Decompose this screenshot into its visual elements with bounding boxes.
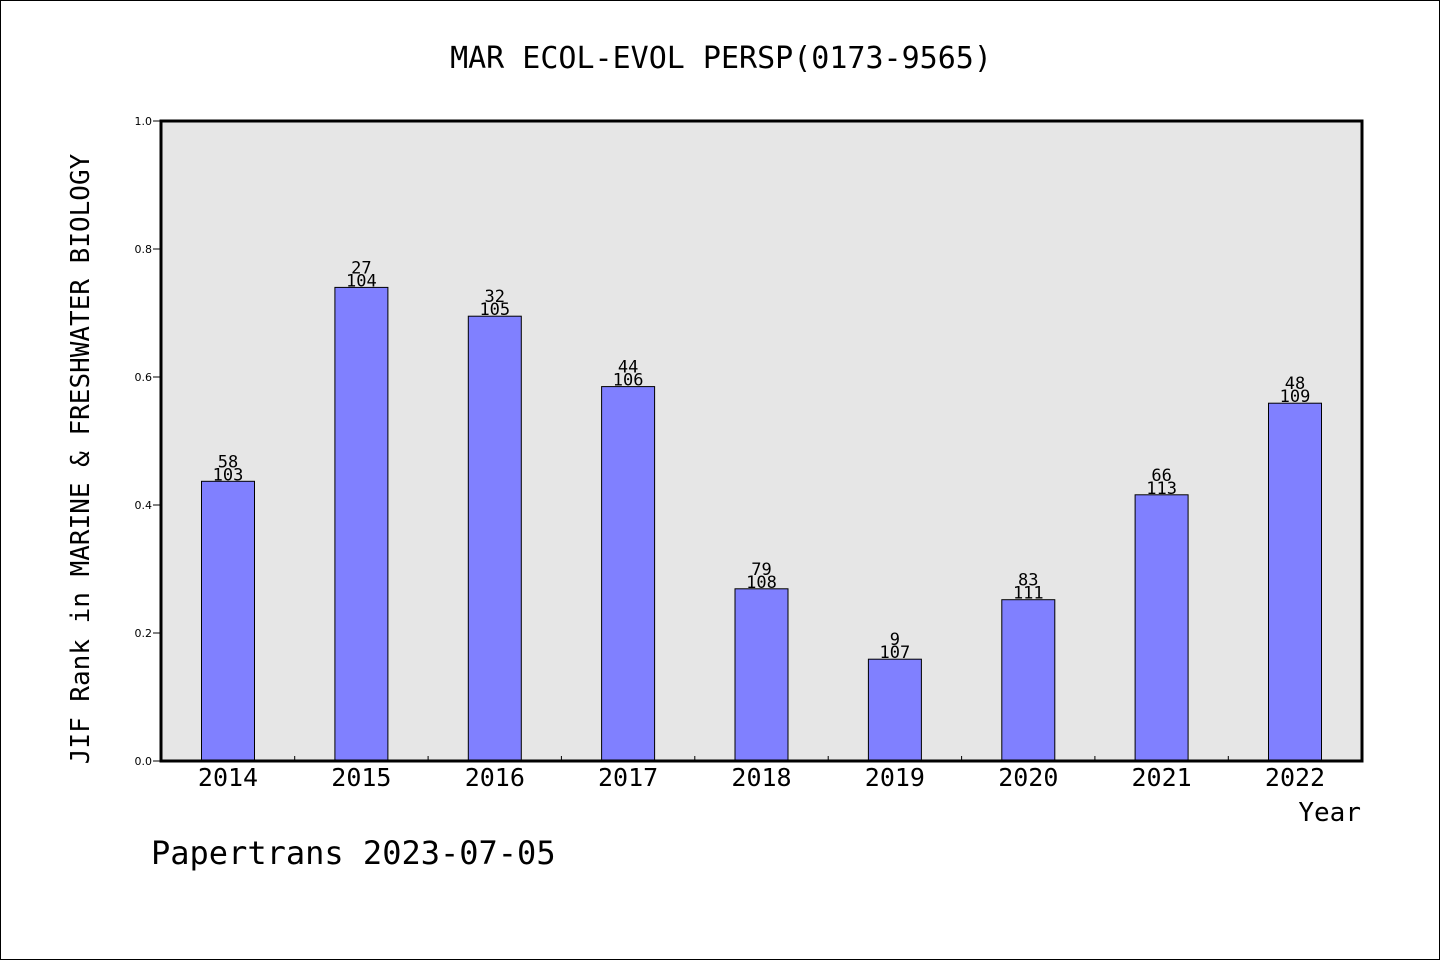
bar-2016	[467, 315, 522, 762]
x-tick-label-2019: 2019	[865, 763, 925, 792]
x-tick-label-2017: 2017	[598, 763, 658, 792]
total-label-2021: 113	[1146, 479, 1177, 499]
y-tick-label: 0.0	[135, 755, 153, 768]
rank-label-2020: 83	[1018, 571, 1038, 591]
bar-2022	[1268, 402, 1322, 762]
footer-credit: Papertrans 2023-07-05	[151, 834, 556, 872]
bar-2014	[201, 480, 255, 762]
x-tick-label-2022: 2022	[1265, 763, 1325, 792]
rank-label-2022: 48	[1285, 374, 1305, 394]
total-label-2018: 108	[746, 573, 777, 593]
bar-2020	[1001, 599, 1056, 762]
rank-label-2015: 27	[351, 258, 371, 278]
rank-label-2014: 58	[218, 452, 238, 472]
total-label-2016: 105	[479, 300, 510, 320]
rank-label-2018: 79	[751, 560, 771, 580]
y-axis: 0.0 0.2 0.4 0.6 0.8 1.0	[135, 115, 161, 768]
y-tick-label: 1.0	[135, 115, 153, 128]
bar-2021	[1134, 494, 1189, 762]
x-tick-label-2015: 2015	[331, 763, 391, 792]
x-tick-label-2020: 2020	[998, 763, 1058, 792]
total-label-2019: 107	[880, 643, 911, 663]
total-label-2022: 109	[1280, 387, 1311, 407]
y-tick-label: 0.6	[135, 371, 153, 384]
bar-2019	[867, 658, 922, 762]
rank-label-2016: 32	[485, 287, 505, 307]
chart-title: MAR ECOL-EVOL PERSP(0173-9565)	[450, 41, 992, 76]
total-label-2014: 103	[213, 465, 244, 485]
bars-group	[201, 286, 1322, 762]
rank-label-2019: 9	[890, 630, 900, 650]
x-tick-label-2014: 2014	[198, 763, 258, 792]
x-tick-label-2021: 2021	[1131, 763, 1191, 792]
y-tick-label: 0.4	[135, 499, 153, 512]
bar-2018	[734, 588, 789, 762]
y-tick-label: 0.2	[135, 627, 153, 640]
rank-label-2017: 44	[618, 358, 638, 378]
x-axis-label: Year	[1298, 798, 1361, 828]
rank-label-2021: 66	[1151, 466, 1171, 486]
plot-border	[159, 119, 1364, 763]
x-tick-label-2018: 2018	[731, 763, 791, 792]
total-label-2020: 111	[1013, 584, 1044, 604]
bar-2015	[334, 286, 389, 762]
x-tick-label-2016: 2016	[465, 763, 525, 792]
bar-2017	[601, 386, 656, 762]
y-tick-label: 0.8	[135, 243, 153, 256]
y-axis-label: JIF Rank in MARINE & FRESHWATER BIOLOGY	[66, 153, 96, 764]
x-axis: 2014 2015 2016 2017 2018 2019 2020 2021 2022	[198, 756, 1325, 792]
total-label-2015: 104	[346, 271, 377, 291]
total-label-2017: 106	[613, 371, 644, 391]
